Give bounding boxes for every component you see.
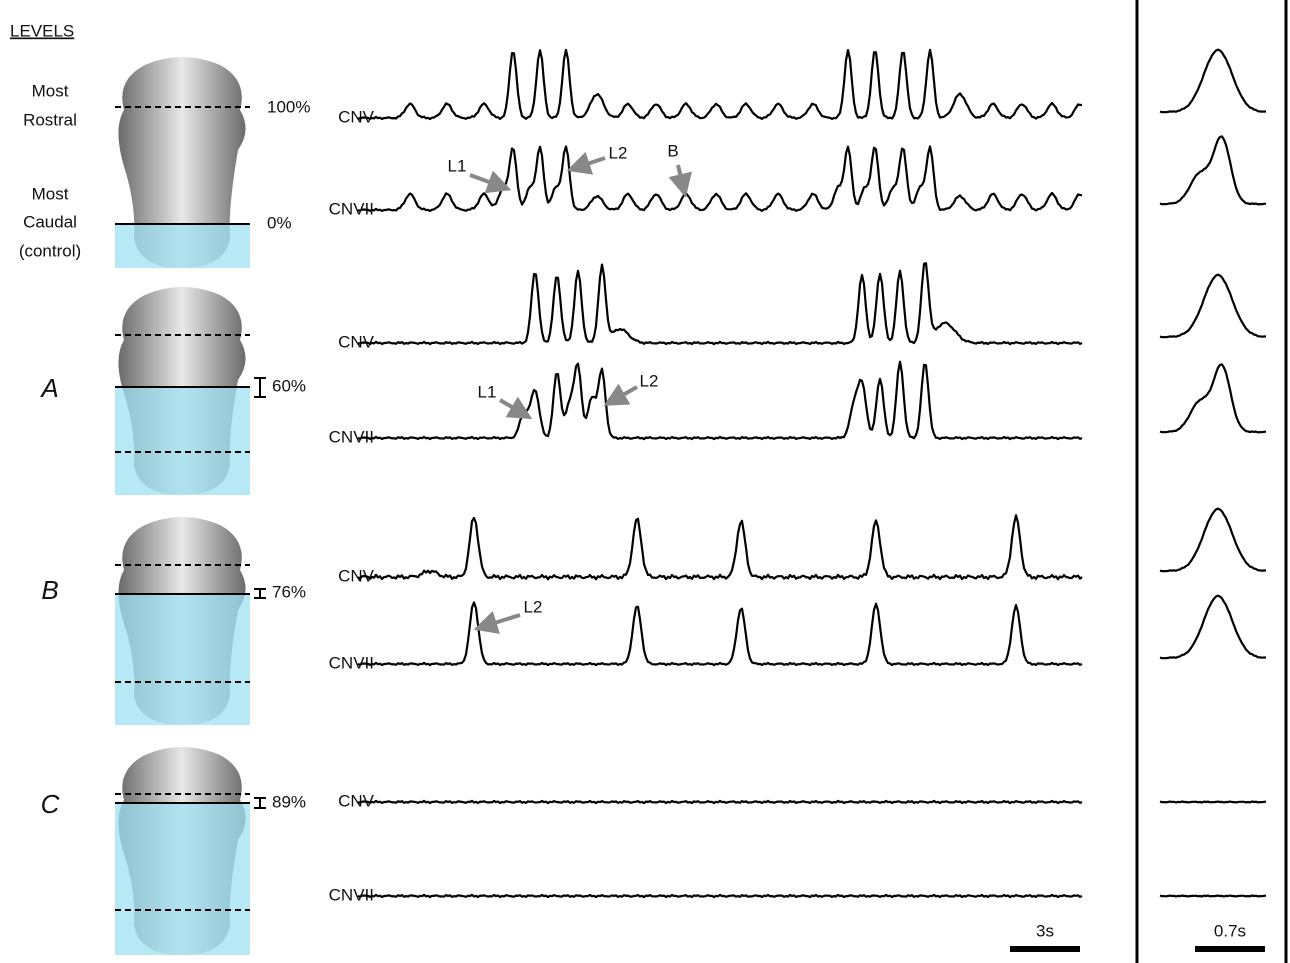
level-label: B	[41, 575, 58, 605]
annotation-arrow	[469, 170, 512, 194]
trace-name: CNV	[338, 566, 375, 585]
trace	[357, 145, 1083, 213]
zoom-trace	[1159, 800, 1267, 804]
trace-name: CNVII	[329, 885, 374, 904]
annotation-arrow	[473, 610, 521, 634]
level-bracket	[254, 377, 266, 398]
blocked-region	[115, 387, 250, 495]
trace	[357, 360, 1083, 441]
level-percent: 0%	[267, 213, 292, 232]
blocked-region	[115, 803, 250, 955]
trace-name: CNVII	[329, 427, 374, 446]
zoom-trace	[1159, 135, 1267, 206]
level-bracket	[254, 797, 266, 809]
level-label: A	[39, 373, 58, 403]
brain	[118, 57, 246, 268]
annotation: L1	[448, 156, 467, 175]
trace	[357, 514, 1083, 581]
trace	[357, 799, 1083, 805]
annotation-arrow	[603, 383, 638, 406]
zoom-trace	[1159, 273, 1266, 339]
annotation: L1	[478, 382, 497, 401]
annotation: L2	[609, 143, 628, 162]
zoom-trace	[1159, 894, 1267, 898]
level-label: (control)	[19, 241, 81, 260]
zoom-box	[1135, 0, 1288, 963]
annotation: L2	[640, 371, 659, 390]
level-bracket	[254, 588, 266, 599]
levels-title: LEVELS	[10, 21, 74, 40]
blocked-region	[115, 224, 250, 268]
level-label: Rostral	[23, 110, 77, 129]
level-label: Caudal	[23, 212, 77, 231]
level-percent: 60%	[272, 376, 306, 395]
blocked-region	[115, 594, 250, 725]
level-percent: 89%	[272, 792, 306, 811]
trace-name: CNVII	[329, 199, 374, 218]
trace-name: CNV	[338, 107, 375, 126]
annotation-arrow	[498, 396, 533, 420]
trace-name: CNVII	[329, 653, 374, 672]
level-label: Most	[32, 184, 69, 203]
zoom-trace	[1159, 363, 1267, 434]
annotation-arrow	[668, 164, 692, 198]
level-percent: 76%	[272, 582, 306, 601]
trace	[357, 262, 1083, 346]
level-percent: 100%	[267, 97, 310, 116]
trace	[357, 601, 1083, 667]
annotation-arrow	[566, 151, 606, 175]
trace-name: CNV	[338, 332, 375, 351]
zoom-trace	[1159, 48, 1266, 114]
trace-name: CNV	[338, 791, 375, 810]
level-label: C	[41, 789, 60, 819]
scale-label: 3s	[1036, 921, 1054, 940]
scale-label: 0.7s	[1214, 921, 1246, 940]
level-label: Most	[32, 81, 69, 100]
trace	[357, 48, 1083, 121]
annotation: B	[667, 141, 678, 160]
zoom-trace	[1159, 594, 1266, 660]
annotation: L2	[524, 597, 543, 616]
zoom-trace	[1159, 507, 1266, 573]
trace	[357, 893, 1083, 899]
